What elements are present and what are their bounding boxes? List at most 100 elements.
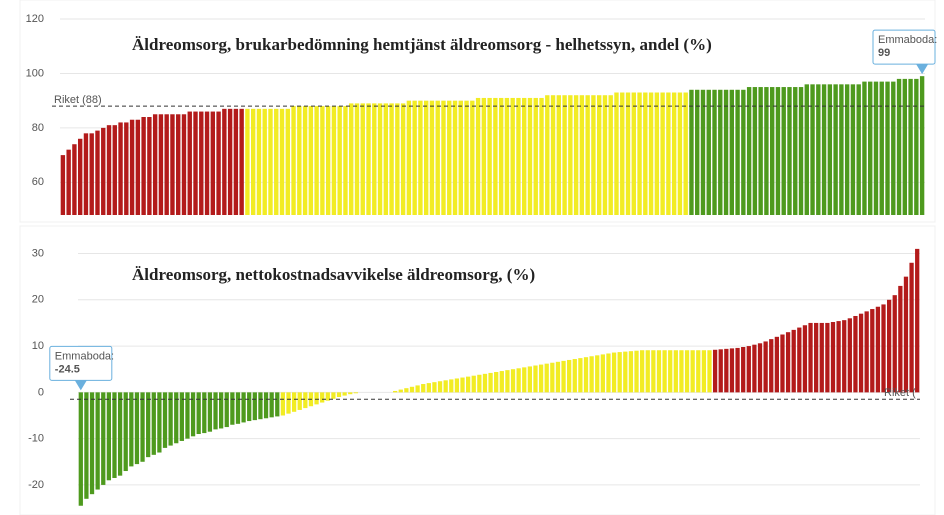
bar — [538, 364, 544, 393]
bar — [343, 106, 348, 215]
bar — [804, 84, 809, 215]
y-tick-label: 100 — [26, 67, 44, 79]
bar — [464, 100, 469, 215]
bar — [174, 392, 179, 444]
bar — [842, 320, 847, 393]
bar — [625, 92, 631, 215]
y-tick-label: 10 — [32, 340, 44, 352]
bar — [764, 87, 769, 215]
bar — [170, 114, 175, 215]
bar — [101, 127, 106, 215]
bar — [429, 100, 435, 215]
bar — [608, 95, 613, 215]
bar — [112, 392, 117, 478]
bar — [176, 114, 181, 215]
bar — [741, 347, 746, 393]
bar — [406, 100, 412, 215]
bar — [89, 133, 94, 215]
bar — [219, 392, 224, 429]
bar — [337, 106, 342, 215]
bar — [193, 111, 198, 215]
bar — [787, 87, 792, 215]
bar — [245, 108, 250, 215]
bar — [643, 92, 648, 215]
bar — [89, 392, 95, 495]
bar — [746, 346, 751, 393]
bar — [274, 108, 279, 215]
bar — [140, 392, 145, 462]
bar — [798, 87, 804, 215]
bar — [475, 97, 481, 215]
bar — [896, 78, 902, 215]
chart-panel: 60 80 100 120 Riket (88) Äldreomsorg, brukarb… — [19, 0, 937, 223]
bar — [187, 111, 192, 215]
bar — [673, 350, 678, 393]
bar — [101, 392, 106, 485]
bar — [891, 81, 896, 215]
reference-label: Riket ( — [884, 387, 916, 399]
bar — [395, 103, 400, 215]
bar — [769, 87, 775, 215]
bar — [862, 81, 867, 215]
bar — [412, 100, 417, 215]
bar — [735, 89, 740, 215]
bar — [550, 362, 555, 393]
chart-title: Äldreomsorg, brukarbedömning hemtjänst ä… — [132, 35, 712, 54]
bar — [793, 87, 798, 215]
bar — [331, 392, 336, 399]
bar — [516, 97, 521, 215]
bar — [544, 363, 549, 393]
bar — [302, 106, 308, 215]
bar — [589, 356, 594, 393]
bar — [487, 97, 492, 215]
bar — [568, 95, 573, 215]
bar — [539, 97, 544, 215]
bar — [423, 100, 429, 215]
bar — [614, 92, 619, 215]
bar — [158, 114, 164, 215]
bar — [123, 392, 128, 472]
bar — [816, 84, 821, 215]
bar — [157, 392, 162, 453]
bar — [648, 92, 654, 215]
bar — [398, 389, 403, 393]
bar — [389, 103, 394, 215]
bar — [224, 392, 229, 428]
bar — [320, 392, 325, 403]
bar — [763, 341, 768, 393]
bar — [853, 315, 858, 393]
bar — [634, 350, 639, 393]
bar — [640, 350, 645, 393]
annotation-value: 99 — [878, 47, 890, 59]
bar — [527, 97, 533, 215]
bar — [353, 392, 358, 394]
bar — [325, 392, 330, 401]
bar — [488, 372, 493, 393]
bar — [757, 343, 763, 393]
bar — [769, 339, 774, 393]
bar — [567, 359, 572, 393]
bar — [95, 392, 100, 490]
bar — [712, 349, 718, 393]
bar — [152, 114, 158, 215]
bar — [314, 392, 319, 405]
bar — [393, 390, 398, 393]
bar — [572, 359, 577, 393]
bar — [724, 348, 729, 393]
bar — [415, 385, 420, 393]
y-tick-label: -20 — [28, 479, 44, 491]
bar — [839, 84, 844, 215]
bar — [596, 95, 602, 215]
bar — [729, 89, 735, 215]
bar — [690, 350, 695, 393]
y-tick-label: 60 — [32, 176, 44, 188]
bar — [297, 392, 302, 410]
bar — [66, 149, 71, 215]
bar — [873, 81, 879, 215]
bar — [95, 130, 100, 215]
bar — [735, 347, 740, 393]
bar — [216, 111, 221, 215]
bar — [291, 392, 297, 412]
bar — [522, 367, 527, 393]
